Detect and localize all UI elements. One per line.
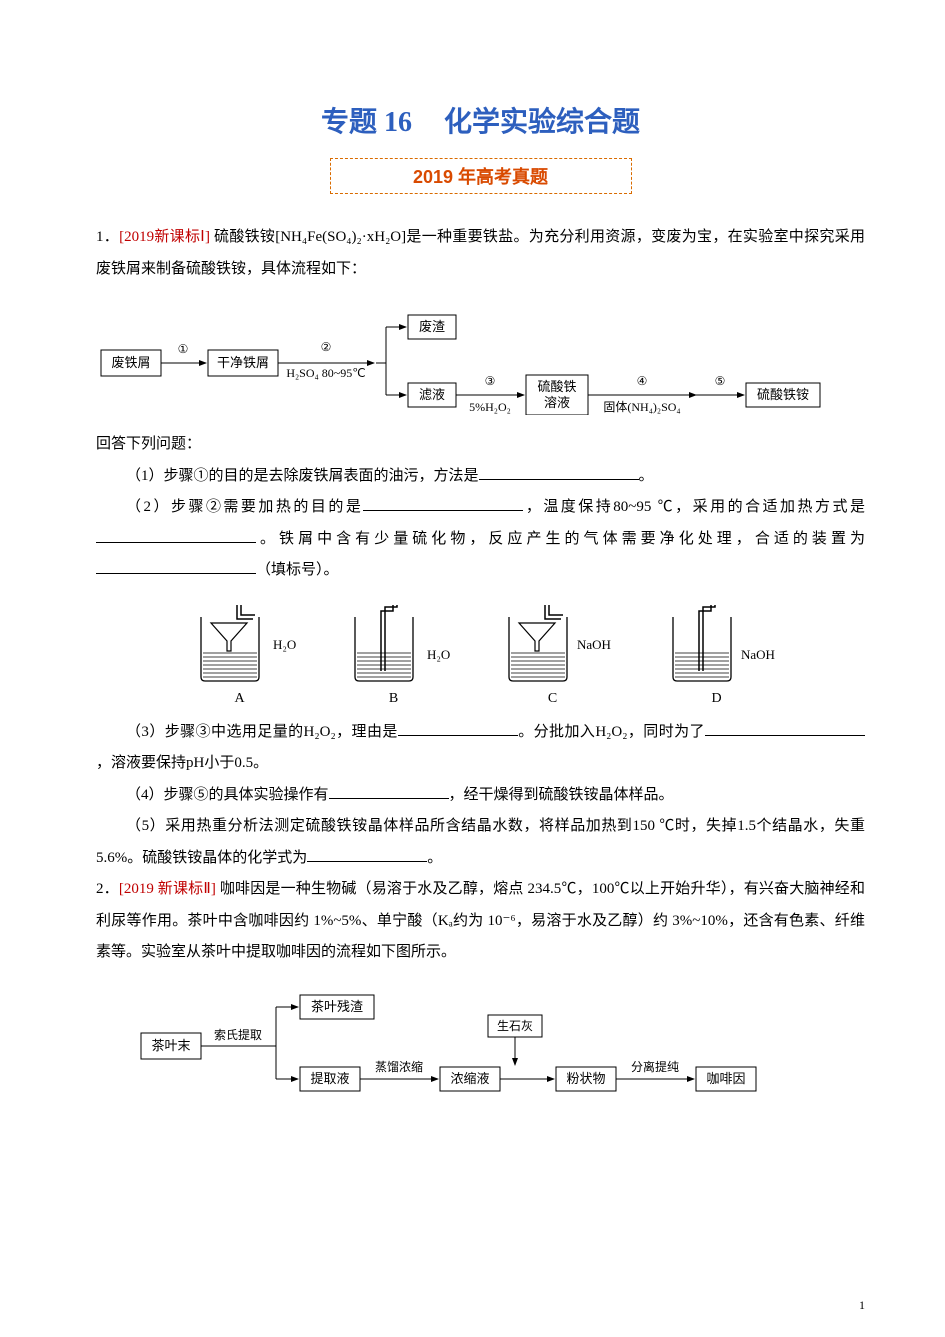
node-residue: 茶叶残渣	[311, 999, 363, 1014]
apparatus-b: H₂O B	[335, 601, 453, 707]
apparatus-b-liquid: H₂O	[427, 647, 450, 662]
q1-flowchart: 废铁屑 ① 干净铁屑 ② H₂SO₄ 80~95℃ 废渣 滤液 ③	[96, 295, 865, 415]
node-product: 硫酸铁铵	[757, 387, 809, 402]
q1-stem: 1．[2019新课标Ⅰ] 硫酸铁铵[NH₄Fe(SO₄)₂·xH₂O]是一种重要…	[96, 222, 865, 285]
topic-text: 化学实验综合题	[444, 107, 640, 138]
apparatus-b-letter: B	[389, 691, 398, 707]
q1-answer-label: 回答下列问题：	[96, 429, 865, 461]
node-slag: 废渣	[419, 319, 445, 334]
q1-source: [2019新课标Ⅰ]	[119, 229, 210, 245]
node-conc: 浓缩液	[450, 1071, 489, 1086]
step4-top: ④	[637, 374, 648, 388]
node-waste-iron: 废铁屑	[111, 355, 150, 370]
step4-bot: 固体(NH₄)₂SO₄	[603, 400, 680, 414]
step3-bot: 5%H₂O₂	[469, 400, 511, 414]
blank	[479, 464, 639, 480]
blank	[307, 846, 427, 862]
blank	[329, 783, 449, 799]
q1-number: 1．	[96, 229, 119, 245]
node-extract: 提取液	[310, 1071, 349, 1086]
q1-part4: （4）步骤⑤的具体实验操作有，经干燥得到硫酸铁铵晶体样品。	[96, 780, 865, 812]
q2-stem: 2．[2019 新课标Ⅱ] 咖啡因是一种生物碱（易溶于水及乙醇，熔点 234.5…	[96, 874, 865, 969]
node-lime: 生石灰	[497, 1019, 533, 1033]
q1-part5: （5）采用热重分析法测定硫酸铁铵晶体样品所含结晶水数，将样品加热到150 ℃时，…	[96, 811, 865, 874]
topic-label: 专题 16	[321, 107, 412, 138]
node-fe-soln-l2: 溶液	[544, 395, 570, 410]
blank	[363, 495, 523, 511]
apparatus-row: H₂O A H₂O B	[96, 601, 865, 707]
q2-flowchart: 茶叶末 索氏提取 茶叶残渣 提取液 蒸馏浓缩 浓缩液 生石灰	[136, 979, 865, 1104]
edge-purify: 分离提纯	[631, 1059, 679, 1074]
page-title: 专题 16 化学实验综合题	[96, 100, 865, 140]
q1-part2: （2）步骤②需要加热的目的是，温度保持80~95 ℃，采用的合适加热方式是 。铁…	[96, 492, 865, 587]
apparatus-c-letter: C	[548, 691, 557, 707]
step2-top: ②	[321, 340, 332, 354]
node-filtrate: 滤液	[419, 387, 445, 402]
node-caffeine: 咖啡因	[706, 1071, 745, 1086]
apparatus-a-liquid: H₂O	[273, 637, 296, 652]
step5-label: ⑤	[715, 374, 726, 388]
blank	[96, 527, 256, 543]
apparatus-a: H₂O A	[181, 601, 299, 707]
node-powder: 粉状物	[566, 1071, 605, 1086]
blank	[398, 720, 518, 736]
blank	[96, 558, 256, 574]
page-number: 1	[859, 1298, 865, 1313]
q2-source: [2019 新课标Ⅱ]	[119, 881, 216, 897]
node-clean-iron: 干净铁屑	[217, 355, 269, 370]
apparatus-c: NaOH C	[489, 601, 617, 707]
node-tea: 茶叶末	[151, 1038, 190, 1053]
apparatus-a-letter: A	[234, 691, 244, 707]
apparatus-d-letter: D	[711, 691, 721, 707]
step2-bot: H₂SO₄ 80~95℃	[286, 366, 365, 380]
edge-soxhlet: 索氏提取	[214, 1027, 262, 1042]
q1-stem-text: 硫酸铁铵[NH₄Fe(SO₄)₂·xH₂O]是一种重要铁盐。为充分利用资源，变废…	[96, 229, 865, 277]
edge-distill: 蒸馏浓缩	[375, 1059, 423, 1074]
q2-number: 2．	[96, 881, 119, 897]
step3-top: ③	[485, 374, 496, 388]
year-banner: 2019 年高考真题	[330, 158, 632, 194]
node-fe-soln-l1: 硫酸铁	[537, 379, 576, 394]
q1-part1: （1）步骤①的目的是去除废铁屑表面的油污，方法是。	[96, 461, 865, 493]
apparatus-d-liquid: NaOH	[741, 647, 775, 662]
q1-part3: （3）步骤③中选用足量的H₂O₂，理由是。分批加入H₂O₂，同时为了，溶液要保持…	[96, 717, 865, 780]
blank	[705, 720, 865, 736]
step1-label: ①	[178, 342, 189, 356]
year-banner-text: 2019 年高考真题	[413, 167, 548, 187]
apparatus-d: NaOH D	[653, 601, 781, 707]
apparatus-c-liquid: NaOH	[577, 637, 611, 652]
